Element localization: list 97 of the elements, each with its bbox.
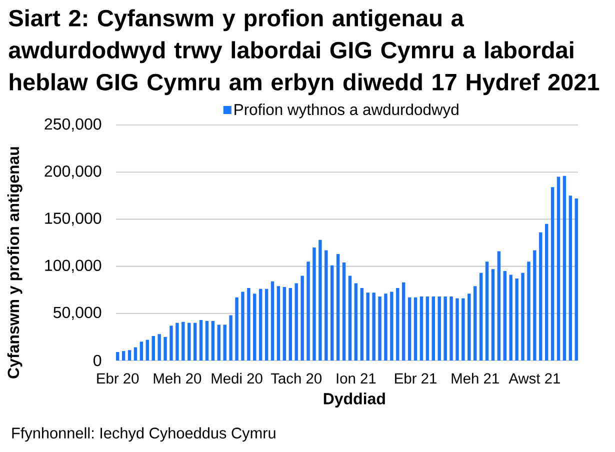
bar <box>140 342 144 360</box>
x-tick-label: Ion 21 <box>336 373 376 384</box>
bar <box>205 320 209 360</box>
bar <box>432 296 436 360</box>
bar <box>491 269 495 360</box>
chart-title: Siart 2: Cyfanswm y profion antigenau a awdurdodwyd trwy labordai GIG Cymru a labordai heblaw GIG Cymru am erbyn diwedd 17 Hydref 2021 <box>8 9 600 96</box>
bar <box>312 247 316 360</box>
x-tick-label: Ebr 21 <box>395 372 436 384</box>
bar <box>211 320 215 360</box>
x-tick-label: Meh 20 <box>154 372 202 384</box>
bar <box>282 287 286 360</box>
bar <box>259 288 262 360</box>
y-tick-label: 250,000 <box>44 118 102 132</box>
bar <box>562 176 566 360</box>
bar <box>503 271 507 360</box>
x-tick-label: Tach 20 <box>270 372 322 384</box>
bar <box>438 296 441 360</box>
bar <box>336 254 340 360</box>
bar <box>462 298 465 360</box>
bar <box>479 272 483 360</box>
bar <box>450 296 453 360</box>
bar <box>300 276 304 360</box>
bar <box>116 352 120 360</box>
x-tick-label: Medi 20 <box>212 372 262 384</box>
bar <box>158 334 161 360</box>
bar <box>420 296 424 360</box>
bar <box>468 294 471 360</box>
bar <box>134 347 138 360</box>
bar <box>199 320 203 360</box>
bar <box>188 322 191 360</box>
bar <box>574 198 578 360</box>
bar <box>128 350 132 360</box>
bar <box>550 187 554 360</box>
bar <box>568 196 572 360</box>
bar <box>229 315 232 360</box>
y-tick-label: 150,000 <box>45 212 102 226</box>
bar <box>497 251 501 360</box>
bar <box>556 176 560 360</box>
bar <box>235 297 238 360</box>
bar <box>217 324 221 360</box>
y-tick-label: 0 <box>94 354 102 366</box>
bar <box>396 288 400 360</box>
bar <box>330 265 334 360</box>
bar <box>342 262 346 360</box>
bar <box>515 278 518 360</box>
bar <box>414 297 418 360</box>
bar <box>544 224 548 360</box>
bar <box>539 232 542 360</box>
x-axis-title: Dyddiad <box>324 392 385 408</box>
y-tick-label: 100,000 <box>45 260 102 273</box>
bar <box>324 250 328 360</box>
bar <box>366 292 370 360</box>
bar <box>444 296 447 360</box>
y-axis-title: Cyfanswm y profion antigenau <box>7 147 22 378</box>
bar <box>182 322 185 360</box>
bar <box>152 336 155 360</box>
bar <box>372 292 376 360</box>
legend-label: Profion wythnos a awdurdodwyd <box>234 104 458 118</box>
bar <box>384 294 388 360</box>
bar <box>318 240 322 360</box>
bar <box>426 296 430 360</box>
bar <box>294 283 298 360</box>
bar <box>402 282 406 360</box>
bar <box>164 336 167 360</box>
bar <box>390 292 394 360</box>
bar <box>378 296 382 360</box>
bar <box>354 283 358 360</box>
bar <box>241 292 244 360</box>
bar <box>146 340 150 360</box>
bar <box>270 281 274 360</box>
bar <box>306 262 310 360</box>
x-tick-label: Meh 21 <box>452 372 499 384</box>
x-tick-label: Awst 21 <box>508 373 560 384</box>
bar <box>360 288 364 360</box>
bar <box>348 276 352 360</box>
bar <box>122 351 126 360</box>
bar <box>193 322 197 360</box>
bar <box>170 326 173 360</box>
bar <box>408 297 412 360</box>
bar <box>521 272 524 360</box>
bar <box>223 324 226 360</box>
bar <box>527 262 530 360</box>
bar <box>485 262 489 360</box>
bar <box>473 286 477 360</box>
bar <box>264 288 268 360</box>
bar <box>247 288 250 360</box>
bar <box>288 288 292 360</box>
bar <box>509 274 512 360</box>
bar <box>456 298 459 360</box>
bar <box>253 294 256 360</box>
x-tick-label: Ebr 20 <box>97 372 139 384</box>
y-tick-label: 200,000 <box>44 165 102 179</box>
y-tick-label: 50,000 <box>54 306 102 320</box>
bar <box>276 286 280 360</box>
bar <box>176 322 179 360</box>
text: Ffynhonnell: Iechyd Cyhoeddus Cymru <box>12 427 276 442</box>
bar <box>533 250 536 360</box>
